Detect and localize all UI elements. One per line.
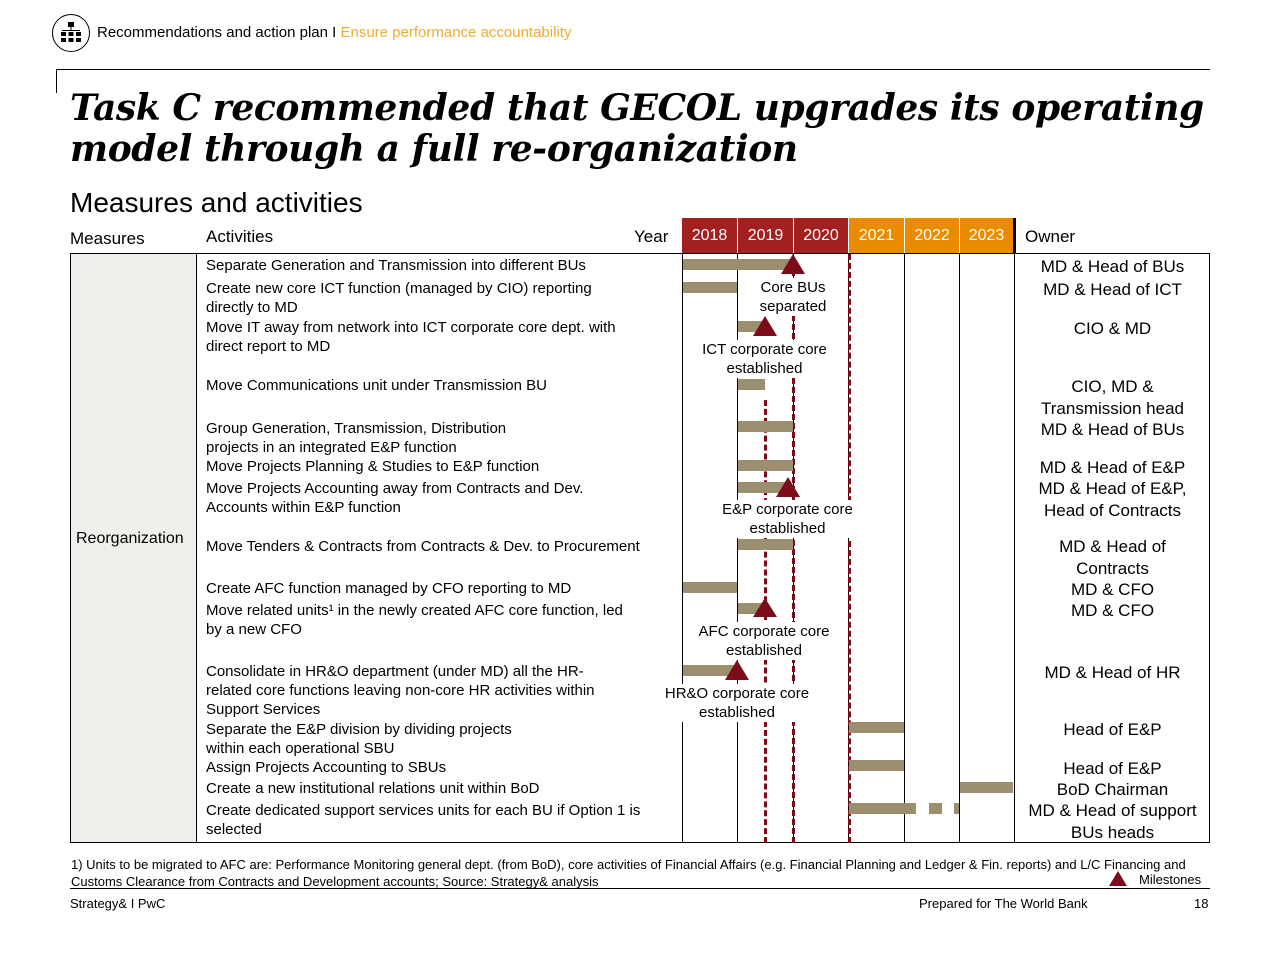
year-cell-2019: 2019 — [738, 218, 793, 254]
activity-item: Move Tenders & Contracts from Contracts … — [206, 538, 640, 555]
gantt-bar-dashed-segment — [929, 803, 942, 814]
gantt-bar — [683, 665, 737, 676]
activity-item: Move Projects Planning & Studies to E&P … — [206, 458, 540, 475]
owner-item: MD & Head of ICT — [1043, 280, 1182, 299]
activity-item: Group Generation, Transmission, Distribu… — [206, 420, 507, 456]
activity-item: Move Communications unit under Transmiss… — [206, 377, 547, 394]
gantt-bar — [738, 539, 793, 550]
owner-item: MD & Head of support BUs heads — [1028, 801, 1197, 842]
year-cell-2022: 2022 — [905, 218, 959, 254]
footer-brand: Strategy& I PwC — [70, 896, 166, 911]
activities-column-header: Activities — [206, 227, 274, 246]
milestone-triangle-icon — [725, 660, 749, 680]
footer-rule — [70, 888, 1210, 889]
header-section: Recommendations and action plan I — [97, 24, 337, 41]
owner-item: MD & Head of BUs — [1040, 257, 1185, 276]
activity-item: Consolidate in HR&O department (under MD… — [206, 663, 595, 718]
gantt-bar — [683, 259, 793, 270]
activity-item: Move IT away from network into ICT corpo… — [206, 319, 616, 355]
header-rule-tick — [56, 69, 57, 93]
gantt-bar — [738, 603, 765, 614]
gantt-bar-dashed-segment — [954, 803, 959, 814]
footnote: 1) Units to be migrated to AFC are: Perf… — [71, 857, 1186, 889]
measure-cell — [70, 253, 197, 843]
owner-item: CIO, MD & Transmission head — [1041, 377, 1184, 418]
gantt-bar — [738, 421, 793, 432]
activity-item: Assign Projects Accounting to SBUs — [206, 759, 447, 776]
gantt-bar — [738, 482, 788, 493]
milestone-triangle-icon — [781, 254, 805, 274]
year-cell-2021: 2021 — [849, 218, 904, 254]
gantt-bar — [683, 582, 737, 593]
activity-item: Move related units¹ in the newly created… — [206, 602, 623, 638]
year-divider — [959, 253, 960, 843]
milestone-label: AFC corporate core established — [690, 622, 838, 660]
milestone-dashed-line — [848, 254, 851, 843]
activity-item: Separate Generation and Transmission int… — [206, 257, 586, 274]
page-title: Task C recommended that GECOL upgrades i… — [70, 87, 1204, 170]
gantt-bar — [849, 803, 916, 814]
activity-item: Separate the E&P division by dividing pr… — [206, 721, 512, 757]
activity-item: Create a new institutional relations uni… — [206, 780, 540, 797]
gantt-bar — [849, 722, 904, 733]
owner-item: MD & Head of E&P, Head of Contracts — [1038, 479, 1187, 520]
owner-item: Head of E&P — [1063, 759, 1162, 778]
milestone-triangle-icon — [753, 316, 777, 336]
owner-item: MD & Head of BUs — [1040, 420, 1185, 439]
measures-column-header: Measures — [70, 229, 145, 248]
year-divider — [737, 253, 738, 843]
milestone-label: Core BUs separated — [752, 278, 834, 316]
owner-cell — [1014, 253, 1210, 843]
owner-item: MD & CFO — [1070, 580, 1155, 599]
year-cell-2020: 2020 — [794, 218, 848, 254]
owner-item: MD & Head of Contracts — [1059, 537, 1166, 578]
owner-item: Head of E&P — [1063, 720, 1162, 739]
year-divider — [904, 253, 905, 843]
year-header-border — [1013, 218, 1016, 254]
activity-item: Move Projects Accounting away from Contr… — [206, 480, 584, 516]
activity-item: Create AFC function managed by CFO repor… — [206, 580, 572, 597]
page-number: 18 — [1194, 896, 1209, 911]
owner-column-header: Owner — [1025, 227, 1076, 246]
activity-item: Create new core ICT function (managed by… — [206, 280, 592, 316]
page-subtitle: Measures and activities — [70, 187, 363, 218]
owner-item: CIO & MD — [1073, 319, 1152, 338]
year-cell-2023: 2023 — [960, 218, 1013, 254]
milestone-dashed-line — [764, 400, 767, 843]
milestone-triangle-icon — [753, 598, 777, 617]
milestone-legend-icon — [1109, 871, 1127, 886]
gantt-bar — [849, 760, 904, 771]
gantt-bar — [738, 460, 793, 471]
header-rule — [56, 69, 1210, 70]
year-column-header: Year — [634, 227, 669, 246]
header-subsection: Ensure performance accountability — [340, 24, 572, 41]
gantt-bar — [683, 282, 737, 293]
owner-item: MD & CFO — [1070, 601, 1155, 620]
year-cell-2018: 2018 — [682, 218, 737, 254]
header-breadcrumb: Recommendations and action plan I Ensure… — [97, 24, 571, 41]
activity-item: Create dedicated support services units … — [206, 802, 641, 838]
measure-label: Reorganization — [76, 530, 184, 547]
gantt-bar — [738, 321, 765, 332]
owner-item: MD & Head of E&P — [1039, 458, 1186, 477]
milestone-dashed-line — [792, 270, 795, 843]
gantt-bar — [738, 379, 765, 390]
org-chart-logo-icon — [52, 14, 90, 52]
milestone-label: HR&O corporate core established — [656, 684, 818, 722]
owner-item: BoD Chairman — [1056, 780, 1169, 799]
milestone-label: E&P corporate core established — [714, 500, 861, 538]
footer-prepared-for: Prepared for The World Bank — [919, 896, 1088, 911]
owner-item: MD & Head of HR — [1044, 663, 1181, 682]
milestone-legend-label: Milestones — [1139, 872, 1202, 887]
milestone-label: ICT corporate core established — [693, 340, 836, 378]
milestone-triangle-icon — [776, 477, 800, 497]
gantt-bar — [960, 782, 1013, 793]
